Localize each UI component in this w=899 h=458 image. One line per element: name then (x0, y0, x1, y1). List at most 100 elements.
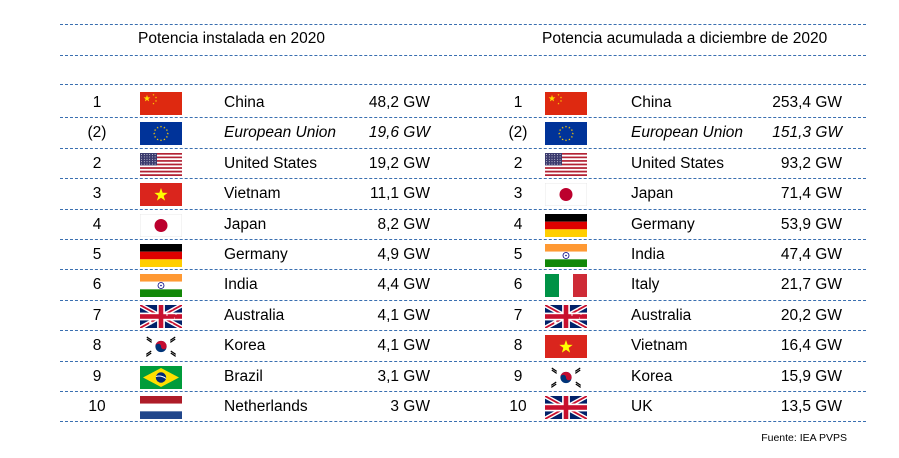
it-flag-icon (545, 274, 587, 298)
vn-flag-icon (545, 335, 587, 359)
row-rule (60, 208, 866, 210)
value-label: 4,1 GW (377, 337, 430, 355)
country-label: Brazil (224, 367, 263, 385)
in-flag-icon (545, 244, 587, 267)
country-label: China (224, 94, 265, 111)
header-top-rule (60, 24, 866, 25)
value-label: 16,4 GW (780, 337, 842, 355)
source-note: Fuente: IEA PVPS (761, 432, 847, 444)
country-label: UK (631, 398, 653, 415)
right-table-title: Potencia acumulada a diciembre de 2020 (542, 30, 828, 47)
country-label: Korea (631, 367, 673, 385)
row-rule (60, 360, 866, 362)
table-row: 5 Germany 4,9 GW 5 India 47,4 GW (0, 240, 899, 270)
rank-label: 1 (92, 94, 102, 111)
de-flag-icon (545, 213, 587, 237)
country-label: United States (631, 154, 725, 172)
country-label: United States (224, 154, 318, 172)
value-label: 21,7 GW (780, 276, 842, 294)
country-label: European Union (224, 124, 337, 142)
country-label: Germany (631, 215, 695, 233)
rank-label: 6 (513, 276, 523, 294)
jp-flag-icon (545, 183, 587, 207)
value-label: 20,2 GW (780, 306, 842, 324)
country-label: India (631, 246, 665, 263)
table-row: 2 United States 19,2 GW 2 United States 93,2 … (0, 149, 899, 179)
vn-flag-icon (140, 183, 182, 207)
rank-label: 7 (513, 306, 523, 324)
rank-label: 8 (513, 337, 523, 355)
country-label: Vietnam (224, 185, 281, 203)
uk-flag-icon (545, 396, 587, 419)
rank-label: 8 (92, 337, 102, 355)
table-row: 8 Korea 4,1 GW 8 Vietnam 16,4 GW (0, 331, 899, 361)
kr-flag-icon (545, 365, 587, 389)
spacer-rule (60, 84, 866, 85)
rank-label: 2 (513, 154, 523, 172)
rank-label: 1 (513, 94, 523, 111)
kr-flag-icon (140, 335, 182, 359)
value-label: 3,1 GW (377, 367, 430, 385)
table-row: 6 India 4,4 GW 6 Italy 21,7 GW (0, 270, 899, 300)
value-label: 48,2 GW (368, 94, 430, 111)
cn-flag-icon (140, 92, 182, 115)
row-rule (60, 299, 866, 301)
value-label: 53,9 GW (780, 215, 842, 233)
us-flag-icon (140, 152, 182, 176)
row-rule (60, 391, 866, 392)
value-label: 151,3 GW (772, 124, 842, 142)
value-label: 4,1 GW (377, 306, 430, 324)
country-label: Netherlands (224, 398, 308, 415)
table-row: 3 Vietnam 11,1 GW 3 Japan 71,4 GW (0, 179, 899, 209)
rank-label: (2) (87, 124, 107, 142)
br-flag-icon (140, 365, 182, 389)
rank-label: 6 (92, 276, 102, 294)
rank-label: 3 (513, 185, 523, 203)
rank-label: 9 (513, 367, 523, 385)
country-label: European Union (631, 124, 744, 142)
country-label: Japan (631, 185, 674, 203)
country-label: Italy (631, 276, 660, 294)
value-label: 15,9 GW (780, 367, 842, 385)
au-flag-icon (140, 304, 182, 328)
nl-flag-icon (140, 396, 182, 419)
table-row: (2) European Union 19,6 GW (2) European Unio… (0, 118, 899, 148)
value-label: 4,4 GW (377, 276, 430, 294)
us-flag-icon (545, 152, 587, 176)
eu-flag-icon (140, 122, 182, 146)
value-label: 253,4 GW (772, 94, 842, 111)
value-label: 71,4 GW (780, 185, 842, 203)
value-label: 19,2 GW (368, 154, 430, 172)
country-label: Australia (631, 306, 692, 324)
row-rule (60, 269, 866, 271)
eu-flag-icon (545, 122, 587, 146)
cn-flag-icon (545, 92, 587, 115)
row-rule (60, 178, 866, 180)
rank-label: 2 (92, 154, 102, 172)
country-label: Vietnam (631, 337, 688, 355)
table-row: 4 Japan 8,2 GW 4 Germany 53,9 GW (0, 210, 899, 240)
row-rule (60, 239, 866, 240)
rank-label: 5 (513, 246, 523, 263)
rank-label: 7 (92, 306, 102, 324)
country-label: India (224, 276, 258, 294)
rank-label: 3 (92, 185, 102, 203)
row-rule (60, 421, 866, 423)
rank-label: 5 (92, 246, 102, 263)
in-flag-icon (140, 274, 182, 298)
table-row: 10 Netherlands 3 GW 10 UK 13,5 GW (0, 392, 899, 422)
table-row: 9 Brazil 3,1 GW 9 Korea 15,9 GW (0, 362, 899, 392)
value-label: 93,2 GW (780, 154, 842, 172)
de-flag-icon (140, 244, 182, 267)
row-rule (60, 117, 866, 119)
au-flag-icon (545, 304, 587, 328)
value-label: 8,2 GW (377, 215, 430, 233)
jp-flag-icon (140, 213, 182, 237)
rank-label: 4 (92, 215, 102, 233)
rank-label: 4 (513, 215, 523, 233)
rank-label: 10 (88, 398, 106, 415)
row-rule (60, 147, 866, 149)
table-row: 7 Australia 4,1 GW 7 Australia 20,2 GW (0, 301, 899, 331)
left-table-title: Potencia instalada en 2020 (138, 30, 326, 47)
value-label: 11,1 GW (369, 185, 430, 203)
